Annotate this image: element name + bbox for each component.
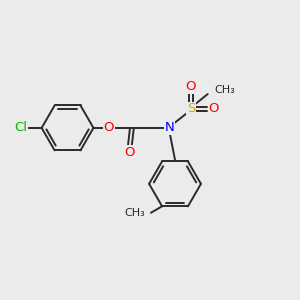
Text: O: O xyxy=(186,80,196,93)
Text: O: O xyxy=(103,122,114,134)
Text: O: O xyxy=(124,146,135,159)
Text: S: S xyxy=(187,102,195,115)
Text: N: N xyxy=(165,122,175,134)
Text: O: O xyxy=(208,102,219,115)
Text: CH₃: CH₃ xyxy=(124,208,145,218)
Text: CH₃: CH₃ xyxy=(214,85,235,94)
Text: Cl: Cl xyxy=(14,122,27,134)
